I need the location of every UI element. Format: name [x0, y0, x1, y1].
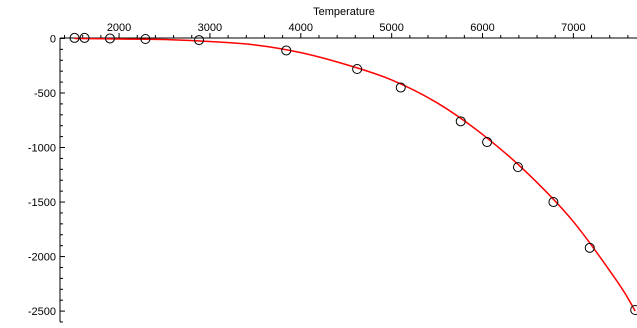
data-point: [352, 63, 363, 74]
data-point: [482, 137, 493, 148]
x-tick-label: 4000: [289, 22, 313, 34]
x-tick-label: 6000: [470, 22, 494, 34]
x-axis-ticks: 2000 3000 4000 5000 6000 7000: [64, 22, 629, 38]
data-point: [140, 33, 151, 44]
data-point: [79, 32, 90, 43]
data-point: [69, 32, 80, 43]
fit-curve-line: [74, 37, 636, 312]
data-points: [69, 32, 637, 316]
x-tick-label: 5000: [379, 22, 403, 34]
data-point: [281, 45, 292, 56]
y-tick-label: -1000: [28, 143, 56, 155]
data-point: [395, 82, 406, 93]
data-point: [630, 305, 637, 316]
y-tick-label: -2000: [28, 252, 56, 264]
data-point: [512, 162, 523, 173]
y-tick-label: -500: [34, 88, 56, 100]
data-point: [194, 35, 205, 46]
x-axis-title: Temperature: [313, 6, 375, 18]
x-tick-label: 7000: [561, 22, 585, 34]
data-point: [548, 197, 559, 208]
y-tick-label: -2500: [28, 306, 56, 318]
y-tick-label: -1500: [28, 197, 56, 209]
y-axis-ticks: 0 -500 -1000 -1500 -2000 -2500: [28, 33, 65, 323]
data-point: [455, 116, 466, 127]
x-tick-label: 3000: [198, 22, 222, 34]
data-point: [584, 242, 595, 253]
data-point: [104, 33, 115, 44]
y-tick-label: 0: [50, 33, 56, 45]
x-tick-label: 2000: [107, 22, 131, 34]
fit-curves: [74, 37, 636, 312]
